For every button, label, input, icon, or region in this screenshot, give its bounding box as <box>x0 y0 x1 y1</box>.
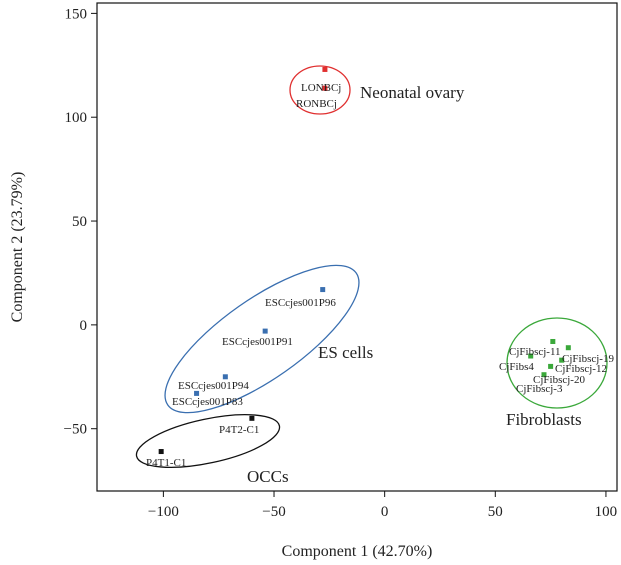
point-label-cjfibscj-3: CjFibscj-3 <box>516 383 563 395</box>
point-esccjes001p94 <box>222 374 228 380</box>
point-label-esccjes001p91: ESCcjes001P91 <box>222 336 293 348</box>
x-tick-label: 50 <box>488 504 503 520</box>
point-cjfibscj-11 <box>550 338 556 344</box>
point-ronbcj <box>322 85 328 91</box>
point-cjfibscj-12 <box>559 357 565 363</box>
neonatal-ovary-group-label: Neonatal ovary <box>360 83 465 102</box>
point-label-cjfibscj-19: CjFibscj-19 <box>562 353 614 365</box>
point-labels: LONBCj RONBCj ESCcjes001P96 ESCcjes001P91 ES… <box>146 82 614 469</box>
y-tick-label: 50 <box>72 214 87 230</box>
x-tick-label: −100 <box>148 504 179 520</box>
y-tick-label: 150 <box>65 6 88 22</box>
y-tick-label: −50 <box>64 422 87 438</box>
x-tick-label: −50 <box>262 504 285 520</box>
occs-group-label: OCCs <box>247 467 289 486</box>
point-cjfibscj-20 <box>548 363 554 369</box>
group-ellipses <box>135 65 608 468</box>
point-esccjes001p83 <box>194 390 200 396</box>
point-cjfibs4 <box>528 353 534 359</box>
point-label-esccjes001p94: ESCcjes001P94 <box>178 380 249 392</box>
point-label-cjfibscj-11: CjFibscj-11 <box>509 346 561 358</box>
point-esccjes001p96 <box>320 287 326 293</box>
es-cells-ellipse <box>164 264 360 414</box>
point-cjfibscj-19 <box>565 345 571 351</box>
y-axis-title: Component 2 (23.79%) <box>9 172 26 323</box>
fibroblasts-group-label: Fibroblasts <box>506 410 582 429</box>
group-labels: Neonatal ovary ES cells OCCs Fibroblasts <box>247 83 582 486</box>
point-lonbcj <box>322 66 328 72</box>
y-tick-label: 100 <box>65 110 88 126</box>
point-label-lonbcj: LONBCj <box>301 82 341 94</box>
point-label-p4t1-c1: P4T1-C1 <box>146 457 186 469</box>
neonatal-ovary-ellipse <box>289 65 351 115</box>
fibroblasts-ellipse <box>506 317 608 409</box>
point-label-esccjes001p96: ESCcjes001P96 <box>265 297 336 309</box>
x-tick-label: 100 <box>595 504 618 520</box>
occs-ellipse <box>135 414 281 468</box>
point-p4t1-c1 <box>158 449 164 455</box>
point-p4t2-c1 <box>249 415 255 421</box>
axis-ticks: −100 −50 0 50 100 −50 0 50 100 150 <box>64 6 618 520</box>
es-cells-group-label: ES cells <box>318 343 373 362</box>
point-label-cjfibscj-12: CjFibscj-12 <box>555 363 607 375</box>
point-label-p4t2-c1: P4T2-C1 <box>219 424 259 436</box>
y-tick-label: 0 <box>80 318 88 334</box>
point-label-esccjes001p83: ESCcjes001P83 <box>172 396 243 408</box>
point-label-ronbcj: RONBCj <box>296 98 337 110</box>
point-label-cjfibscj-20: CjFibscj-20 <box>533 374 585 386</box>
x-axis-title: Component 1 (42.70%) <box>282 543 433 560</box>
point-label-cjfibs4: CjFibs4 <box>499 361 534 373</box>
point-cjfibscj-3 <box>541 372 547 378</box>
x-tick-label: 0 <box>381 504 389 520</box>
plot-frame <box>96 2 618 492</box>
point-esccjes001p91 <box>262 328 268 334</box>
data-points <box>158 66 571 455</box>
